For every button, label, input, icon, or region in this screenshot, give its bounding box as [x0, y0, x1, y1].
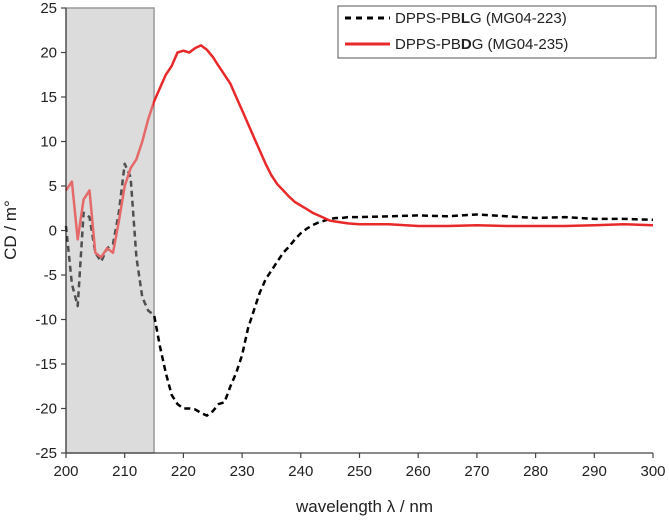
- x-tick-label: 280: [523, 463, 548, 480]
- x-tick-label: 200: [53, 463, 78, 480]
- x-tick-label: 300: [640, 463, 665, 480]
- legend-text-part: G (MG04-235): [472, 36, 569, 53]
- legend-label-series-1: DPPS-PBLG (MG04-223): [395, 10, 567, 27]
- x-axis-title: wavelength λ / nm: [295, 497, 433, 516]
- x-tick-label: 270: [464, 463, 489, 480]
- series-line-1: [64, 162, 654, 417]
- y-tick-label: -5: [44, 267, 57, 284]
- legend-text-part: G (MG04-223): [470, 10, 567, 27]
- x-tick-label: 230: [230, 463, 255, 480]
- shaded-region-overlay: [67, 9, 154, 452]
- y-tick-label: -20: [35, 401, 57, 418]
- x-tick-label: 260: [406, 463, 431, 480]
- legend-text-part: DPPS-PB: [395, 10, 461, 27]
- legend-text-part: DPPS-PB: [395, 36, 461, 53]
- y-tick-label: 15: [40, 89, 57, 106]
- series-layer: [64, 9, 654, 452]
- y-tick-label: 5: [49, 178, 57, 195]
- x-tick-label: 290: [582, 463, 607, 480]
- legend: DPPS-PBLG (MG04-223) DPPS-PBDG (MG04-235…: [337, 5, 657, 59]
- y-tick-label: -10: [35, 312, 57, 329]
- y-tick-label: -25: [35, 445, 57, 462]
- x-tick-label: 250: [347, 463, 372, 480]
- legend-text-part: D: [461, 36, 472, 53]
- legend-box: [337, 5, 657, 59]
- series-line-2: [64, 44, 654, 259]
- legend-label-series-2: DPPS-PBDG (MG04-235): [395, 36, 568, 53]
- y-tick-label: 0: [49, 223, 57, 240]
- legend-text-part: L: [461, 10, 470, 27]
- x-tick-label: 220: [171, 463, 196, 480]
- y-tick-label: 10: [40, 134, 57, 151]
- x-tick-label: 240: [288, 463, 313, 480]
- shaded-region: [65, 7, 155, 454]
- x-tick-label: 210: [112, 463, 137, 480]
- y-tick-label: -15: [35, 356, 57, 373]
- y-axis-title: CD / m°: [1, 200, 20, 260]
- y-tick-label: 20: [40, 45, 57, 62]
- y-tick-label: 25: [40, 0, 57, 17]
